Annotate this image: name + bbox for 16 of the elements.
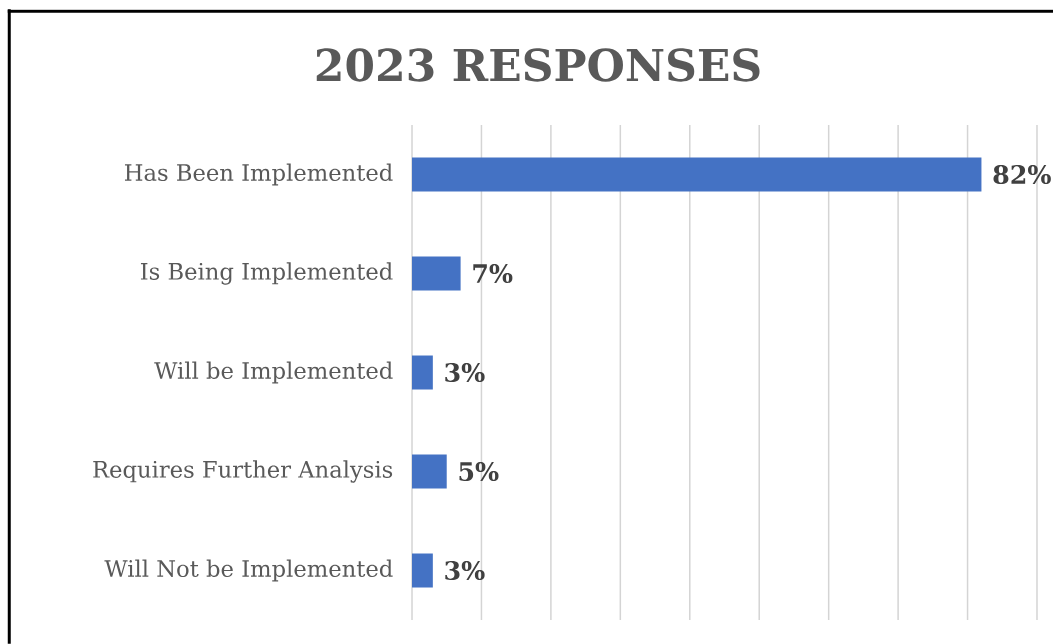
bar (412, 553, 433, 588)
data-label: 3% (445, 560, 485, 581)
y-tick-label: Requires Further Analysis (93, 460, 393, 483)
chart-title: 2023 RESPONSES (316, 48, 760, 82)
y-tick-label: Has Been Implemented (124, 163, 393, 186)
bar (412, 157, 982, 192)
y-tick-label: Is Being Implemented (140, 262, 393, 285)
y-tick-label: Will Not be Implemented (104, 559, 393, 582)
data-label: 82% (993, 164, 1051, 185)
bar (412, 355, 433, 390)
bar (412, 454, 447, 489)
data-label: 3% (445, 362, 485, 383)
data-label: 5% (459, 461, 499, 482)
y-tick-label: Will be Implemented (154, 361, 393, 384)
data-label: 7% (473, 263, 513, 284)
bar (412, 256, 461, 291)
